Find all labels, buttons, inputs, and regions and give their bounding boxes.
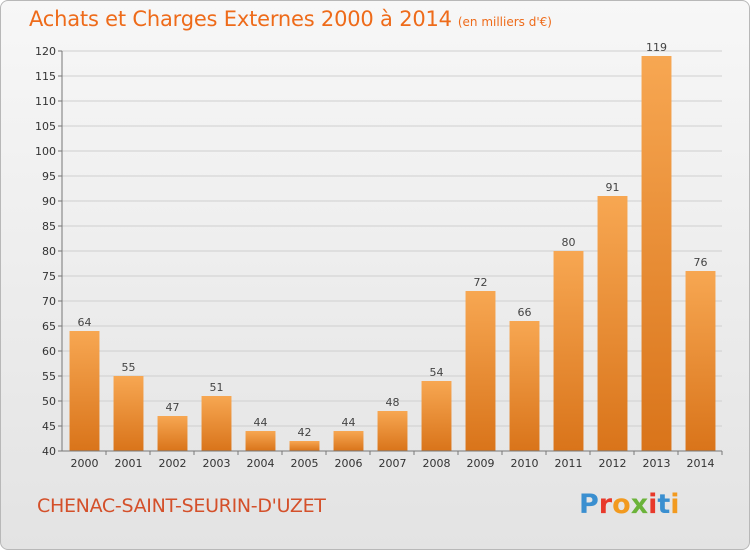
y-tick-label-65: 65 [42,320,56,333]
y-tick-label-60: 60 [42,345,56,358]
x-tick-label-2012: 2012 [599,457,627,470]
chart-title-text: Achats et Charges Externes 2000 à 2014 [29,7,452,31]
bar-2010 [509,321,540,451]
y-tick-label-100: 100 [35,145,56,158]
y-tick-label-50: 50 [42,395,56,408]
x-tick-label-2007: 2007 [379,457,407,470]
value-label-2012: 91 [606,181,620,194]
bar-2000 [69,331,100,451]
y-tick-label-40: 40 [42,445,56,458]
value-label-2001: 55 [122,361,136,374]
logo-letter: i [648,489,658,520]
logo-letter: i [670,489,680,520]
y-tick-label-110: 110 [35,95,56,108]
y-tick-label-120: 120 [35,45,56,58]
logo-letter: o [612,489,631,520]
x-tick-label-2003: 2003 [203,457,231,470]
bar-2009 [465,291,496,451]
value-label-2002: 47 [166,401,180,414]
bar-2012 [597,196,628,451]
logo-letter: x [630,489,649,520]
value-label-2005: 42 [298,426,312,439]
y-tick-label-95: 95 [42,170,56,183]
x-tick-label-2001: 2001 [115,457,143,470]
bar-2004 [245,431,276,451]
bar-2008 [421,381,452,451]
value-label-2007: 48 [386,396,400,409]
value-label-2004: 44 [254,416,268,429]
bar-2003 [201,396,232,451]
x-tick-label-2000: 2000 [71,457,99,470]
logo-letter: P [579,489,599,520]
x-tick-label-2014: 2014 [687,457,715,470]
value-label-2013: 119 [646,41,667,54]
y-tick-label-45: 45 [42,420,56,433]
bar-2001 [113,376,144,451]
y-tick-label-90: 90 [42,195,56,208]
value-label-2010: 66 [518,306,532,319]
y-tick-label-55: 55 [42,370,56,383]
x-tick-label-2006: 2006 [335,457,363,470]
bar-2005 [289,441,320,451]
y-tick-label-85: 85 [42,220,56,233]
bar-2014 [685,271,716,451]
value-label-2003: 51 [210,381,224,394]
value-label-2006: 44 [342,416,356,429]
y-tick-label-115: 115 [35,70,56,83]
y-tick-label-105: 105 [35,120,56,133]
y-tick-label-75: 75 [42,270,56,283]
value-label-2008: 54 [430,366,444,379]
axes: 40 45 50 55 60 65 70 75 80 85 90 95 100 105 110 115 120 2… [35,45,723,470]
value-label-2000: 64 [78,316,92,329]
x-tick-label-2004: 2004 [247,457,275,470]
x-tick-label-2002: 2002 [159,457,187,470]
bars: 64 55 47 51 44 42 44 48 54 72 66 80 91 119 76 [69,41,716,451]
x-tick-label-2009: 2009 [467,457,495,470]
value-label-2009: 72 [474,276,488,289]
bar-2007 [377,411,408,451]
x-tick-label-2011: 2011 [555,457,583,470]
x-tick-label-2010: 2010 [511,457,539,470]
chart-title: Achats et Charges Externes 2000 à 2014 (e… [29,7,552,31]
bar-2006 [333,431,364,451]
value-label-2011: 80 [562,236,576,249]
proxiti-logo: Proxiti [579,489,689,529]
commune-name: CHENAC-SAINT-SEURIN-D'UZET [37,495,326,517]
x-tick-label-2013: 2013 [643,457,671,470]
chart-subtitle: (en milliers d'€) [457,15,552,29]
bar-2013 [641,56,672,451]
x-tick-label-2005: 2005 [291,457,319,470]
y-tick-label-80: 80 [42,245,56,258]
x-tick-label-2008: 2008 [423,457,451,470]
bar-2002 [157,416,188,451]
value-label-2014: 76 [694,256,708,269]
bar-2011 [553,251,584,451]
logo-letter: t [657,489,671,520]
logo-letter: r [598,489,613,520]
y-tick-label-70: 70 [42,295,56,308]
